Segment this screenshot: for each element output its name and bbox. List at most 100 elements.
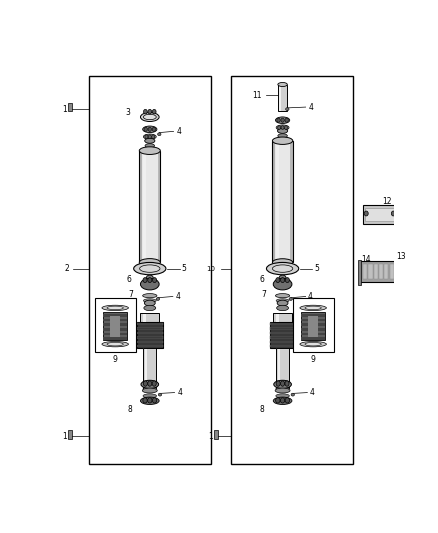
Bar	[139, 151, 142, 262]
Ellipse shape	[152, 278, 157, 282]
Bar	[143, 151, 146, 262]
Ellipse shape	[281, 118, 284, 122]
Bar	[137, 336, 163, 338]
Ellipse shape	[276, 381, 280, 386]
Ellipse shape	[281, 381, 285, 386]
Text: 1: 1	[208, 432, 212, 441]
Bar	[276, 349, 289, 389]
Text: 12: 12	[383, 197, 392, 206]
Bar	[368, 264, 373, 279]
Ellipse shape	[273, 397, 292, 405]
Bar	[301, 314, 325, 317]
Bar	[103, 328, 127, 330]
Ellipse shape	[140, 265, 160, 272]
Ellipse shape	[134, 262, 166, 274]
Ellipse shape	[148, 127, 152, 131]
Ellipse shape	[305, 306, 321, 310]
Ellipse shape	[145, 144, 155, 148]
Ellipse shape	[277, 118, 280, 122]
Text: 8: 8	[127, 405, 132, 414]
Bar	[379, 264, 383, 279]
Ellipse shape	[277, 300, 288, 306]
Bar	[103, 314, 127, 317]
Ellipse shape	[276, 278, 280, 282]
Ellipse shape	[144, 109, 147, 114]
Bar	[365, 208, 396, 221]
Ellipse shape	[143, 299, 156, 302]
Ellipse shape	[276, 117, 290, 124]
Ellipse shape	[285, 278, 290, 282]
Text: 14: 14	[361, 255, 371, 264]
Ellipse shape	[291, 393, 294, 396]
Bar	[269, 322, 296, 349]
Bar	[137, 327, 163, 330]
Text: 8: 8	[260, 405, 265, 414]
Ellipse shape	[139, 259, 160, 266]
Ellipse shape	[152, 127, 155, 131]
Ellipse shape	[158, 393, 162, 396]
Ellipse shape	[266, 262, 299, 274]
Ellipse shape	[143, 134, 156, 139]
Ellipse shape	[139, 147, 160, 155]
Bar	[231, 76, 353, 464]
Bar	[363, 264, 367, 279]
Ellipse shape	[143, 294, 157, 298]
Ellipse shape	[395, 259, 400, 264]
Text: 7: 7	[261, 290, 266, 300]
Bar	[103, 337, 127, 340]
Ellipse shape	[142, 388, 157, 393]
Ellipse shape	[300, 342, 326, 347]
Bar	[301, 333, 325, 335]
Bar	[374, 264, 378, 279]
Bar	[293, 298, 333, 352]
Ellipse shape	[286, 108, 289, 110]
Ellipse shape	[276, 125, 289, 130]
Text: 6: 6	[260, 274, 265, 284]
Bar	[275, 141, 290, 262]
Text: 3: 3	[125, 108, 130, 117]
Ellipse shape	[281, 126, 284, 130]
Bar	[279, 85, 281, 111]
Text: 5: 5	[314, 264, 319, 273]
Ellipse shape	[276, 299, 289, 302]
Bar	[384, 264, 389, 279]
Ellipse shape	[152, 135, 155, 139]
Text: 4: 4	[308, 292, 313, 301]
Ellipse shape	[141, 278, 159, 290]
Ellipse shape	[148, 109, 152, 114]
Bar	[276, 141, 279, 262]
Ellipse shape	[364, 211, 368, 216]
Ellipse shape	[152, 109, 156, 114]
Ellipse shape	[272, 137, 293, 144]
Ellipse shape	[102, 305, 128, 311]
Ellipse shape	[107, 306, 124, 310]
Ellipse shape	[143, 386, 156, 391]
Ellipse shape	[144, 305, 156, 311]
Ellipse shape	[146, 275, 153, 280]
Ellipse shape	[285, 381, 289, 386]
Ellipse shape	[143, 278, 147, 282]
Ellipse shape	[285, 118, 288, 122]
Text: 4: 4	[176, 127, 181, 136]
Bar	[301, 323, 325, 326]
Bar	[137, 332, 163, 334]
Ellipse shape	[143, 398, 147, 403]
Bar	[141, 313, 159, 322]
Bar	[272, 141, 275, 262]
Text: 5: 5	[181, 264, 186, 273]
Bar	[357, 261, 361, 285]
Bar	[389, 264, 394, 279]
Bar	[137, 341, 163, 343]
Bar	[269, 327, 296, 330]
Bar	[67, 430, 72, 439]
Bar	[272, 141, 293, 262]
Bar	[363, 205, 399, 224]
Bar	[143, 349, 156, 389]
Ellipse shape	[278, 83, 287, 86]
Ellipse shape	[158, 133, 161, 136]
Bar	[301, 328, 325, 330]
Bar	[95, 298, 135, 352]
Bar	[360, 261, 398, 282]
Bar	[269, 332, 296, 334]
Bar	[269, 341, 296, 343]
